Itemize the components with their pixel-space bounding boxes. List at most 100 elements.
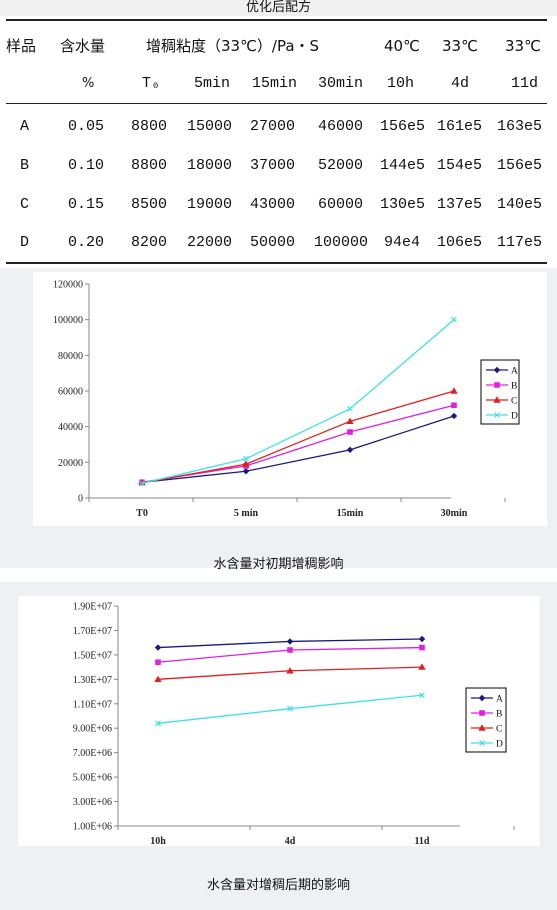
cell-5min: 22000 (187, 234, 233, 251)
cell-sample: C (20, 196, 30, 213)
cell-4d: 161e5 (437, 118, 483, 135)
legend-marker-d (494, 412, 500, 418)
cell-4d: 154e5 (437, 157, 483, 174)
cell-30min: 46000 (318, 118, 364, 135)
cell-11d: 163e5 (497, 118, 543, 135)
cell-11d: 140e5 (497, 196, 543, 213)
data-point-d (347, 405, 353, 412)
header-30min: 30min (318, 75, 364, 92)
cell-4d: 106e5 (437, 234, 483, 251)
header-t0: T₀ (142, 75, 161, 92)
cell-11d: 117e5 (497, 234, 543, 251)
cell-4d: 137e5 (437, 196, 483, 213)
y-tick-label: 5.00E+06 (73, 773, 112, 784)
cell-sample: D (20, 234, 30, 251)
data-point-c (286, 667, 294, 674)
data-point-d (155, 720, 161, 727)
legend-marker-d (479, 740, 485, 746)
cell-t0: 8800 (131, 118, 168, 135)
y-tick-label: 9.00E+06 (73, 724, 112, 735)
header-5min: 5min (194, 75, 231, 92)
cell-5min: 18000 (187, 157, 233, 174)
cell-t0: 8500 (131, 196, 168, 213)
data-point-b (451, 402, 457, 409)
legend-label-b: B (496, 710, 502, 720)
series-line-d (141, 319, 455, 485)
data-point-a (286, 638, 294, 645)
cell-30min: 52000 (318, 157, 364, 174)
cell-15min: 50000 (250, 234, 296, 251)
legend-label-b: B (511, 382, 517, 392)
data-point-a (154, 644, 162, 651)
data-point-c (242, 460, 250, 467)
header-sample: 样品 (6, 37, 37, 55)
legend-box (480, 359, 520, 425)
cell-11d: 156e5 (497, 157, 543, 174)
header-33c-4d: 33℃ (442, 37, 478, 55)
legend-label-d: D (511, 412, 518, 422)
cell-15min: 27000 (250, 118, 296, 135)
cell-water: 0.20 (68, 234, 105, 251)
table-header-rule (6, 103, 547, 104)
legend-label-c: C (496, 725, 502, 735)
chart1-svg: 0 20000 40000 60000 80000 100000 120000 T0 5 min… (53, 280, 520, 519)
cell-t0: 8200 (131, 234, 168, 251)
data-point-c (154, 675, 162, 683)
data-point-c (138, 479, 146, 486)
y-tick-label: 7.00E+06 (73, 748, 112, 759)
data-point-d (287, 705, 293, 712)
header-4d: 4d (451, 75, 470, 92)
x-tick-label: 11d (414, 836, 429, 846)
y-tick-label: 1.30E+07 (73, 675, 112, 686)
y-tick-label: 40000 (58, 422, 83, 433)
data-point-c (450, 387, 458, 394)
data-point-a (346, 446, 354, 454)
header-15min: 15min (252, 75, 298, 92)
y-tick-label: 0 (78, 494, 83, 505)
data-point-d (451, 316, 457, 323)
legend-label-d: D (496, 740, 503, 750)
series-line-a (141, 415, 455, 483)
cell-30min: 100000 (314, 234, 369, 251)
chart1-area: 0 20000 40000 60000 80000 100000 120000 T0 5 min… (33, 272, 547, 526)
x-tick-label: 30min (441, 508, 468, 519)
cell-15min: 43000 (250, 196, 296, 213)
legend-label-c: C (511, 397, 517, 407)
data-point-b (155, 659, 161, 666)
chart2-area: 1.00E+06 3.00E+06 5.00E+06 7.00E+06 9.00E+06… (18, 596, 540, 847)
legend-marker-b (494, 382, 500, 388)
cell-10h: 156e5 (380, 118, 426, 135)
cell-t0: 8800 (131, 157, 168, 174)
x-tick-label: 15min (337, 508, 364, 519)
header-thickening-viscosity: 增稠粘度（33℃）/Pa・S (146, 37, 320, 55)
series-line-b (141, 404, 455, 483)
data-point-b (419, 644, 425, 651)
cell-15min: 37000 (250, 157, 296, 174)
y-tick-label: 20000 (58, 458, 83, 469)
y-tick-label: 60000 (58, 387, 83, 398)
y-tick-label: 120000 (53, 280, 83, 291)
cell-water: 0.10 (68, 157, 105, 174)
header-40c: 40℃ (384, 37, 420, 55)
data-point-a (242, 468, 250, 475)
y-tick-label: 1.00E+06 (73, 822, 112, 833)
cell-water: 0.05 (68, 118, 105, 135)
y-tick-label: 100000 (53, 315, 83, 326)
legend-box (465, 687, 507, 753)
legend-marker-c (478, 724, 486, 731)
x-tick-label: 10h (150, 836, 166, 846)
cell-water: 0.15 (68, 196, 105, 213)
cell-10h: 130e5 (380, 196, 426, 213)
data-point-b (347, 429, 353, 435)
legend-marker-c (493, 396, 501, 403)
chart2-svg: 1.00E+06 3.00E+06 5.00E+06 7.00E+06 9.00E+06… (73, 602, 515, 847)
data-point-c (346, 417, 354, 425)
legend-label-a: A (511, 367, 518, 377)
y-tick-label: 1.90E+07 (73, 602, 112, 613)
data-point-a (450, 412, 458, 420)
cell-10h: 144e5 (380, 157, 426, 174)
chart2-caption: 水含量对增稠后期的影响 (206, 878, 350, 893)
y-tick-label: 3.00E+06 (73, 797, 112, 808)
y-tick-label: 1.70E+07 (73, 626, 112, 637)
